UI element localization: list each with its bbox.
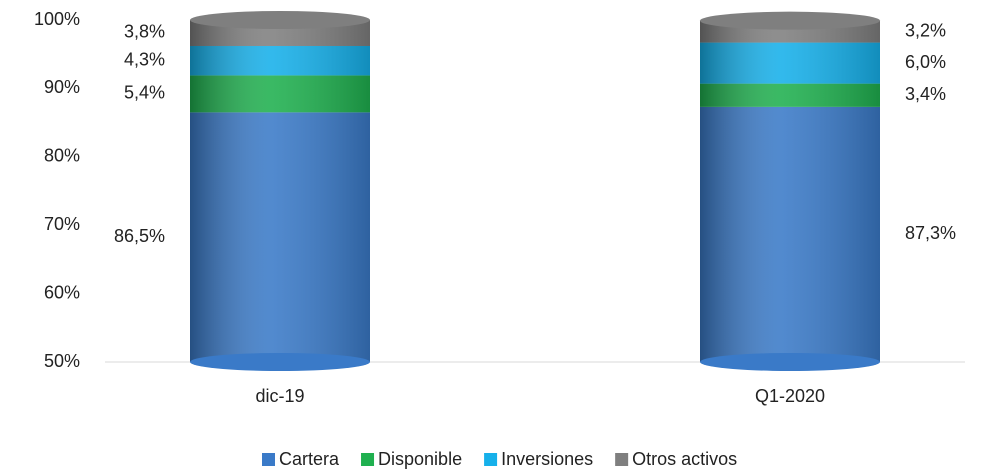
data-label: 5,4% — [124, 83, 165, 103]
segment-shade — [190, 75, 370, 113]
y-tick-label: 70% — [44, 214, 80, 234]
cylinder-base — [700, 353, 880, 371]
data-label: 4,3% — [124, 49, 165, 69]
segment-shade — [700, 42, 880, 84]
legend-label: Cartera — [279, 449, 340, 469]
data-label: 3,4% — [905, 84, 946, 104]
y-tick-label: 50% — [44, 351, 80, 371]
data-label: 3,2% — [905, 20, 946, 40]
x-tick-label: dic-19 — [255, 386, 304, 406]
legend-label: Disponible — [378, 449, 462, 469]
segment-shade — [190, 45, 370, 76]
y-tick-label: 80% — [44, 146, 80, 166]
cylinder-cap — [700, 11, 880, 30]
x-tick-label: Q1-2020 — [755, 386, 825, 406]
segment-shade — [190, 112, 370, 362]
legend-swatch — [262, 453, 275, 466]
data-label: 6,0% — [905, 52, 946, 72]
data-label: 87,3% — [905, 223, 956, 243]
legend-swatch — [484, 453, 498, 466]
legend-label: Otros activos — [632, 449, 737, 469]
legend-swatch — [361, 453, 375, 466]
legend-swatch — [615, 453, 629, 466]
data-label: 86,5% — [114, 226, 165, 246]
y-tick-label: 90% — [44, 77, 80, 97]
segment-shade — [700, 106, 880, 362]
segment-shade — [700, 83, 880, 107]
y-tick-label: 60% — [44, 282, 80, 302]
y-tick-label: 100% — [34, 9, 80, 29]
cylinder-cap — [190, 11, 370, 29]
data-label: 3,8% — [124, 22, 165, 42]
legend-label: Inversiones — [501, 449, 593, 469]
cylinder-base — [190, 353, 370, 371]
